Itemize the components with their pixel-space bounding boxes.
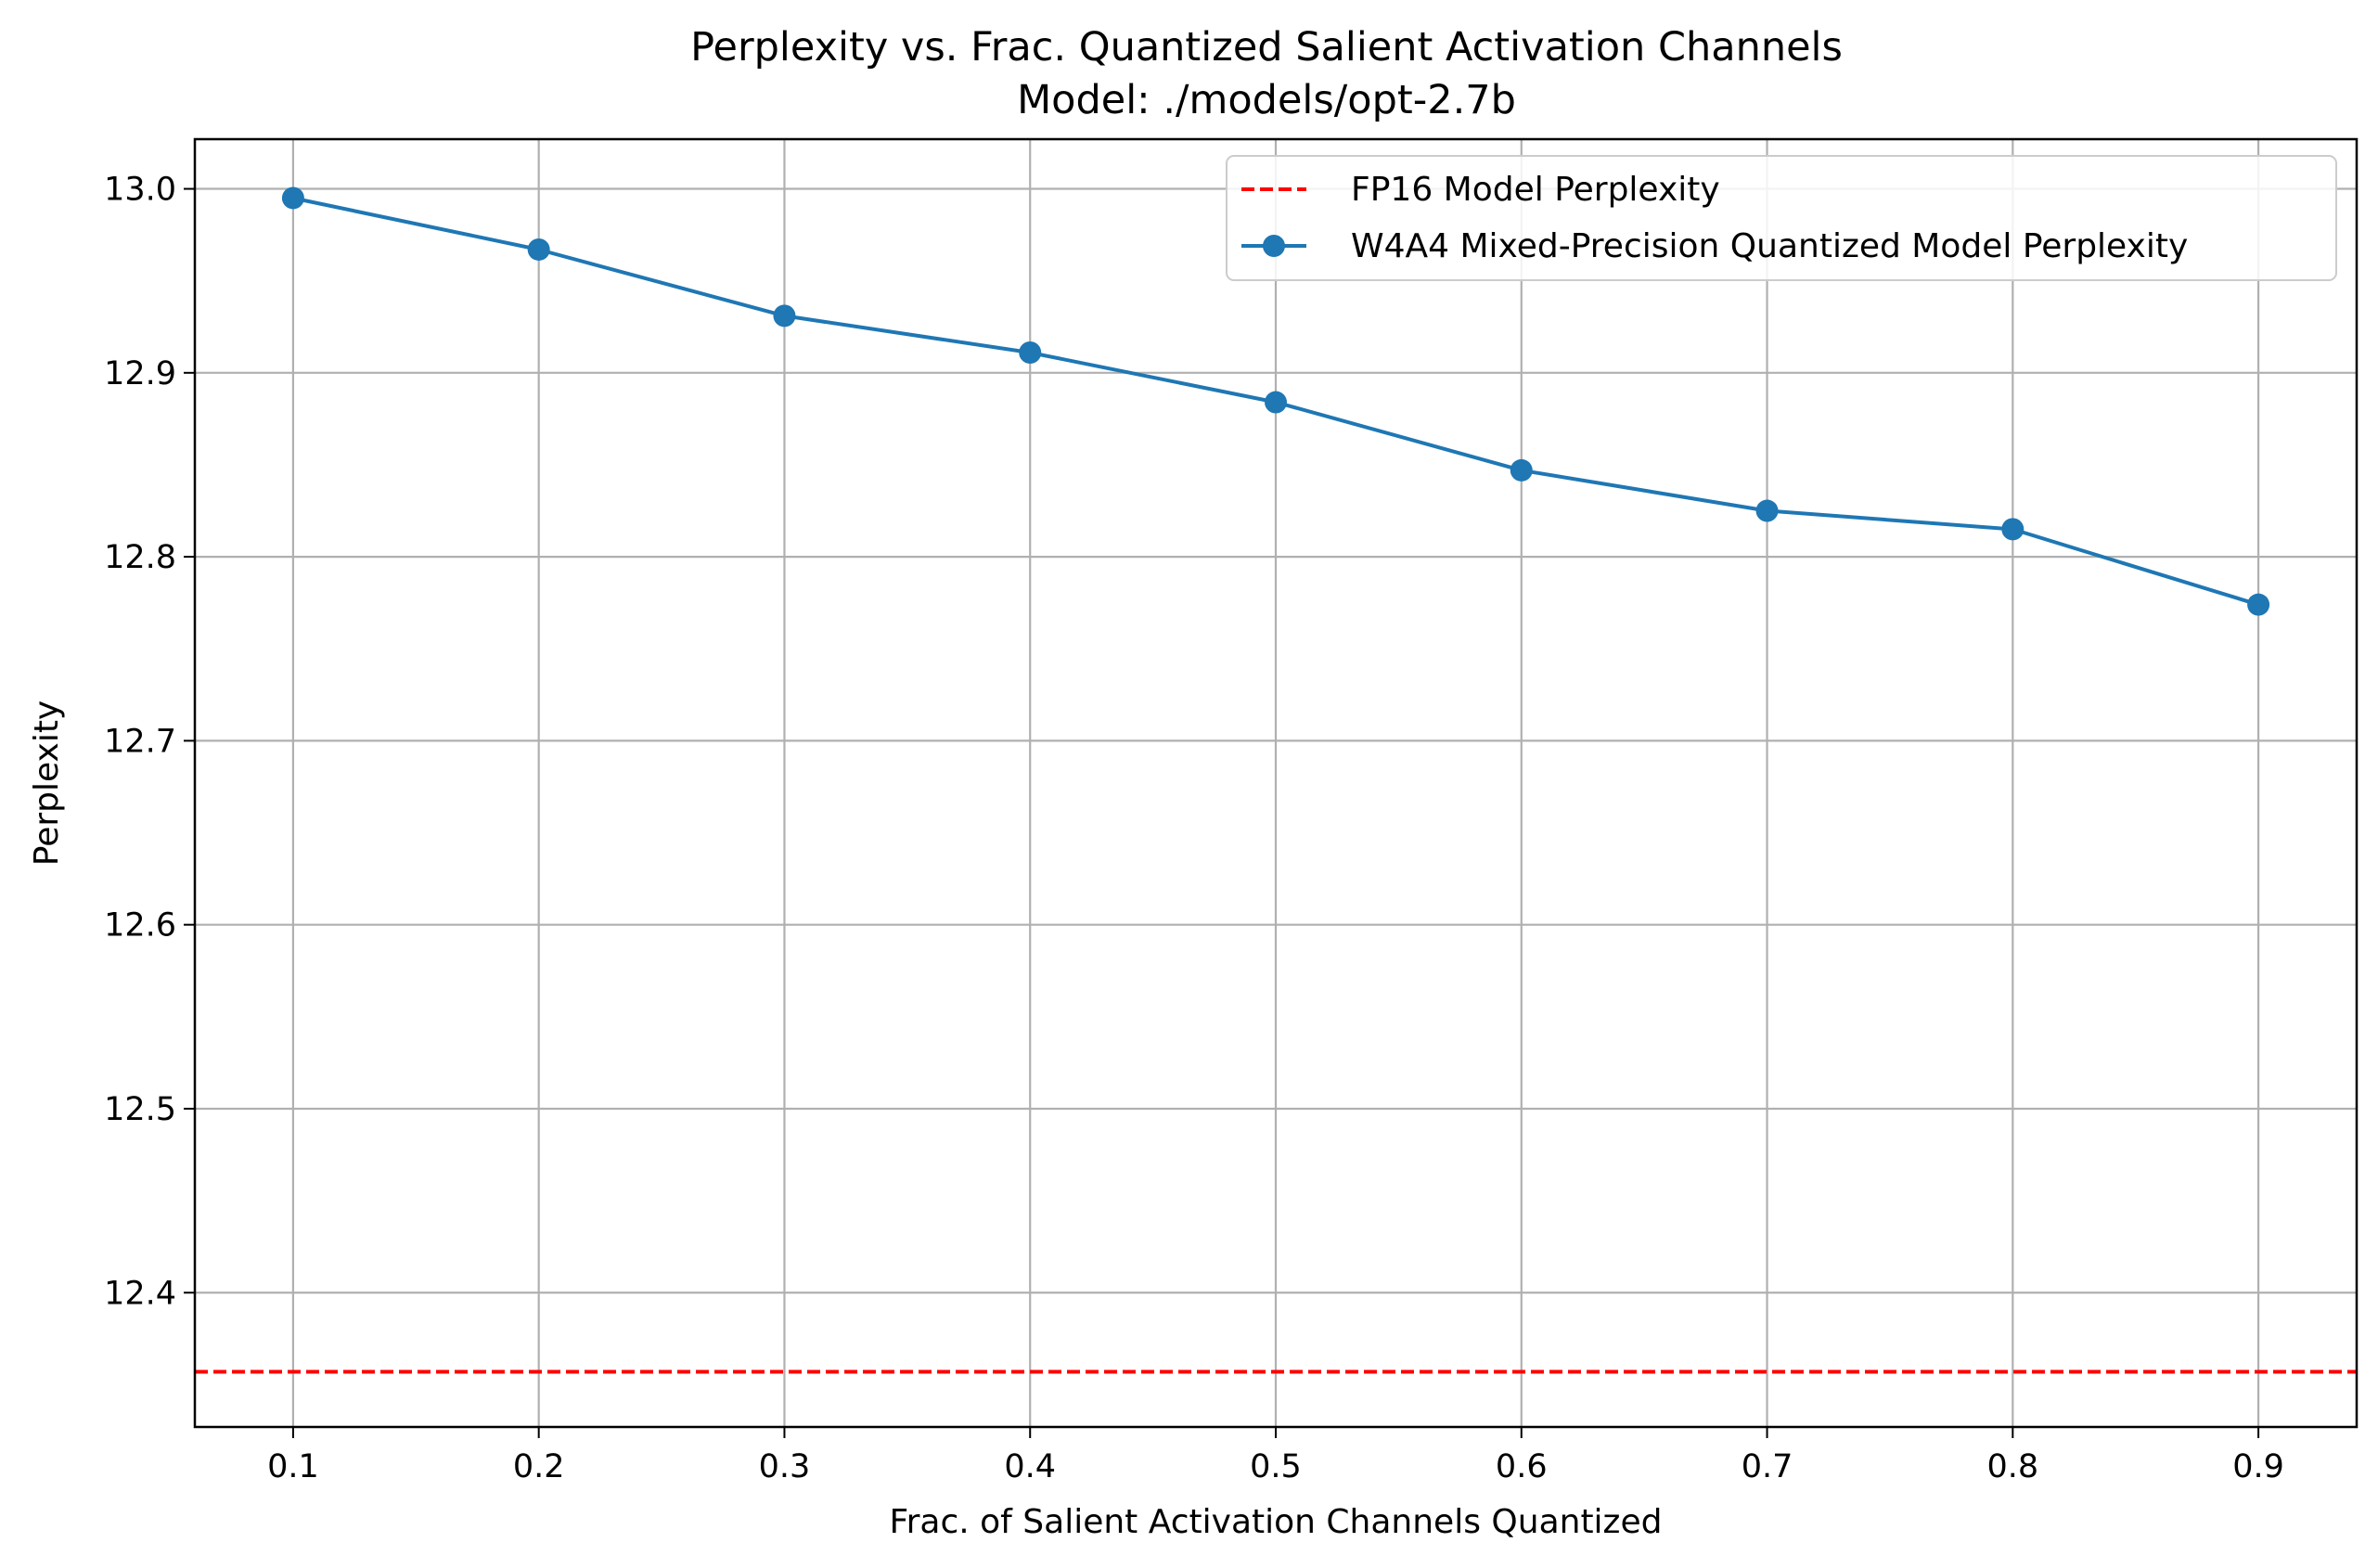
y-tick-label: 12.4 <box>104 1275 176 1312</box>
x-tick-label: 0.5 <box>1250 1448 1302 1485</box>
w4a4-data-point <box>1510 458 1533 482</box>
legend-w4a4-label: W4A4 Mixed-Precision Quantized Model Per… <box>1351 227 2188 265</box>
legend-frame <box>1226 155 2337 281</box>
w4a4-data-point <box>281 186 304 210</box>
x-tick-label: 0.7 <box>1742 1448 1793 1485</box>
w4a4-data-point <box>1019 341 1042 365</box>
axis-ticks: 0.1 0.2 0.3 0.4 0.5 0.6 0.7 0.8 0.9 12.4 12.5 12.6 1… <box>104 172 2284 1485</box>
w4a4-data-point <box>2001 518 2025 541</box>
x-tick-label: 0.4 <box>1004 1448 1056 1485</box>
legend: FP16 Model Perplexity W4A4 Mixed-Precisi… <box>1226 155 2337 281</box>
w4a4-data-point <box>527 238 550 261</box>
y-tick-label: 12.6 <box>104 907 176 945</box>
x-tick-label: 0.3 <box>759 1448 811 1485</box>
x-axis-label: Frac. of Salient Activation Channels Qua… <box>890 1503 1663 1541</box>
chart-subtitle: Model: ./models/opt-2.7b <box>1017 77 1516 123</box>
x-tick-label: 0.2 <box>513 1448 565 1485</box>
y-tick-label: 13.0 <box>104 172 176 209</box>
y-axis-label: Perplexity <box>28 700 66 866</box>
plot-series <box>195 186 2357 1374</box>
legend-w4a4-marker <box>1263 235 1285 257</box>
x-tick-label: 0.8 <box>1986 1448 2038 1485</box>
y-tick-label: 12.7 <box>104 723 176 760</box>
legend-fp16-label: FP16 Model Perplexity <box>1351 171 1720 209</box>
y-tick-label: 12.9 <box>104 355 176 392</box>
x-tick-label: 0.1 <box>267 1448 319 1485</box>
w4a4-data-point <box>2247 593 2270 616</box>
w4a4-data-point <box>1265 391 1287 414</box>
chart-title: Perplexity vs. Frac. Quantized Salient A… <box>690 24 1843 71</box>
y-tick-label: 12.8 <box>104 539 176 576</box>
y-tick-label: 12.5 <box>104 1091 176 1128</box>
w4a4-data-point <box>1755 499 1779 522</box>
w4a4-data-point <box>773 304 796 328</box>
grid-lines <box>195 139 2357 1427</box>
x-tick-label: 0.6 <box>1496 1448 1548 1485</box>
x-tick-label: 0.9 <box>2232 1448 2284 1485</box>
